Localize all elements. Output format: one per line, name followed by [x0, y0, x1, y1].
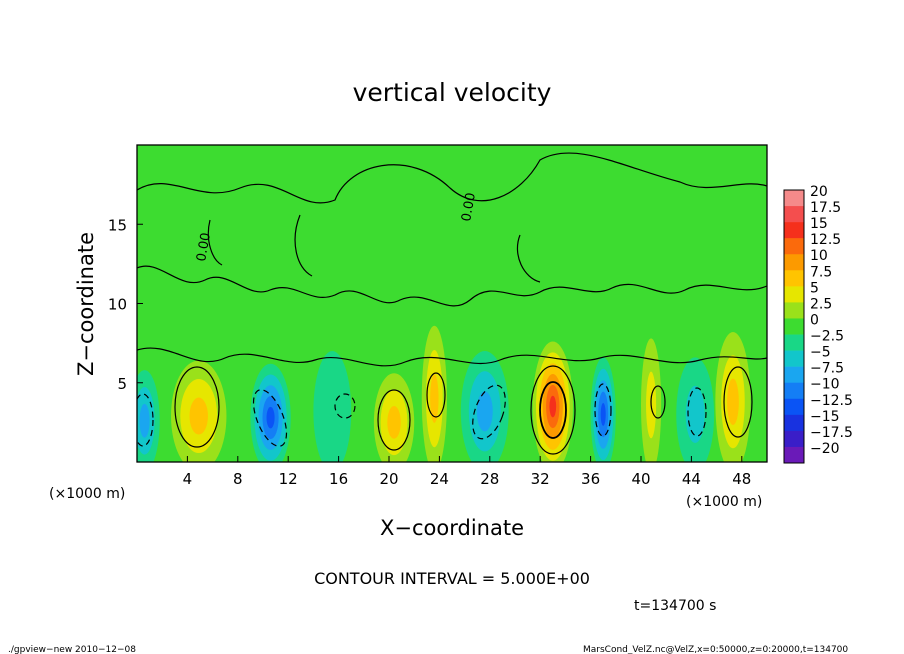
colorbar-label: 12.5	[810, 232, 841, 248]
contour-zero-ridge	[207, 214, 541, 283]
colorbar-swatch	[784, 318, 804, 335]
footer-left: ./gpview−new 2010−12−08	[8, 645, 136, 654]
contour-label-right: 0.00	[459, 192, 479, 223]
contour-core-center-updraft	[377, 389, 411, 451]
contour-lines	[137, 152, 767, 455]
x-tick-label: 48	[732, 470, 751, 488]
contour-zero-low	[137, 347, 767, 367]
colorbar-swatch	[784, 350, 804, 367]
colorbar-swatch	[784, 270, 804, 287]
colorbar-label: 17.5	[810, 200, 841, 216]
velocity-cell-5	[430, 374, 439, 423]
colorbar-swatch	[784, 222, 804, 239]
colorbar-label: −5	[810, 345, 831, 361]
colorbar-label: 2.5	[810, 296, 832, 312]
plot-background	[137, 145, 767, 462]
colorbar-label: 10	[810, 248, 828, 264]
colorbar: 2017.51512.5107.552.50−2.5−5−7.5−10−12.5…	[783, 184, 853, 464]
colorbar-label: 5	[810, 280, 819, 296]
colorbar-swatch	[784, 334, 804, 351]
colorbar-label: 20	[810, 184, 828, 200]
colorbar-label: 0	[810, 312, 819, 328]
x-unit-left: (×1000 m)	[49, 486, 125, 502]
contour-core-small-updraft	[426, 372, 446, 418]
contour-dashed-down-e	[137, 393, 154, 447]
colorbar-swatch	[784, 254, 804, 271]
colorbar-swatch	[784, 302, 804, 319]
contour-interval-text: CONTOUR INTERVAL = 5.000E+00	[314, 569, 590, 588]
velocity-cell-6	[476, 391, 493, 432]
contour-zero-upper	[137, 152, 767, 204]
colorbar-swatch	[784, 286, 804, 303]
velocity-cell-7	[549, 395, 557, 418]
x-tick-label: 12	[279, 470, 298, 488]
x-tick-label: 24	[430, 470, 449, 488]
contour-label-left: 0.00	[194, 232, 214, 263]
x-unit-right: (×1000 m)	[686, 494, 762, 510]
colorbar-label: 15	[810, 216, 828, 232]
colorbar-swatch	[784, 414, 804, 432]
y-axis-label: Z−coordinate	[74, 232, 98, 376]
contour-dashed-down-d	[687, 387, 707, 437]
x-tick-label: 20	[379, 470, 398, 488]
y-axis-ticks: 5 10 15	[108, 216, 143, 393]
colorbar-swatch	[784, 190, 804, 207]
x-tick-label: 16	[329, 470, 348, 488]
velocity-cell-2	[266, 406, 275, 429]
velocity-cell-1	[189, 397, 208, 435]
colorbar-swatch	[784, 398, 804, 416]
contour-dashed-down-f	[334, 393, 356, 419]
x-axis-label: X−coordinate	[380, 516, 524, 540]
velocity-cell-10	[685, 385, 705, 443]
colorbar-label: −17.5	[810, 425, 853, 441]
contour-dashed-down-a	[252, 389, 288, 447]
contour-core-left-updraft	[174, 366, 220, 448]
footer-right: MarsCond_VelZ.nc@VelZ,x=0:50000,z=0:2000…	[583, 645, 848, 654]
colorbar-label: −20	[810, 441, 840, 457]
x-tick-label: 44	[682, 470, 701, 488]
y-tick-label: 10	[108, 296, 127, 314]
colorbar-label: −15	[810, 409, 840, 425]
contour-core-strong-updraft	[539, 381, 567, 439]
x-axis-ticks: 4 8 12 16 20 24 28 32 36 40 44 48	[183, 456, 751, 488]
contour-zero-mid	[137, 265, 767, 307]
velocity-cell-11	[727, 378, 739, 426]
y-tick-label: 15	[108, 216, 127, 234]
colorbar-swatch	[784, 206, 804, 223]
y-tick-label: 5	[117, 375, 127, 393]
velocity-cell-0	[139, 403, 150, 438]
colorbar-label: −2.5	[810, 329, 844, 345]
colorbar-swatch	[784, 238, 804, 255]
colorbar-swatch	[784, 430, 804, 448]
colorbar-label: −10	[810, 377, 840, 393]
contour-core-tiny-updraft	[650, 385, 666, 419]
contour-core-right-updraft	[723, 366, 753, 438]
x-tick-label: 32	[531, 470, 550, 488]
x-tick-label: 4	[183, 470, 193, 488]
colorbar-label: −12.5	[810, 393, 853, 409]
x-tick-label: 8	[233, 470, 243, 488]
contour-dashed-down-b	[472, 384, 506, 440]
colorbar-swatch	[784, 366, 804, 384]
colorbar-label: −7.5	[810, 361, 844, 377]
contour-core-weak-updraft	[530, 365, 576, 455]
chart-title: vertical velocity	[353, 78, 552, 107]
velocity-cell-8	[600, 403, 606, 426]
velocity-cell-4	[387, 405, 401, 439]
time-text: t=134700 s	[634, 598, 716, 614]
x-tick-label: 36	[581, 470, 600, 488]
velocity-cell-3	[313, 351, 352, 462]
colorbar-swatch	[784, 446, 804, 464]
x-tick-label: 28	[480, 470, 499, 488]
colorbar-label: 7.5	[810, 264, 832, 280]
colorbar-swatch	[784, 382, 804, 400]
x-tick-label: 40	[631, 470, 650, 488]
contour-dashed-down-c	[594, 383, 612, 437]
colorbar-frame	[783, 189, 805, 464]
